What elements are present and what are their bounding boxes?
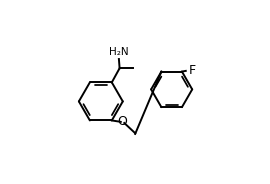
Text: O: O (117, 115, 127, 128)
Text: F: F (188, 64, 195, 77)
Text: H₂N: H₂N (109, 47, 129, 57)
